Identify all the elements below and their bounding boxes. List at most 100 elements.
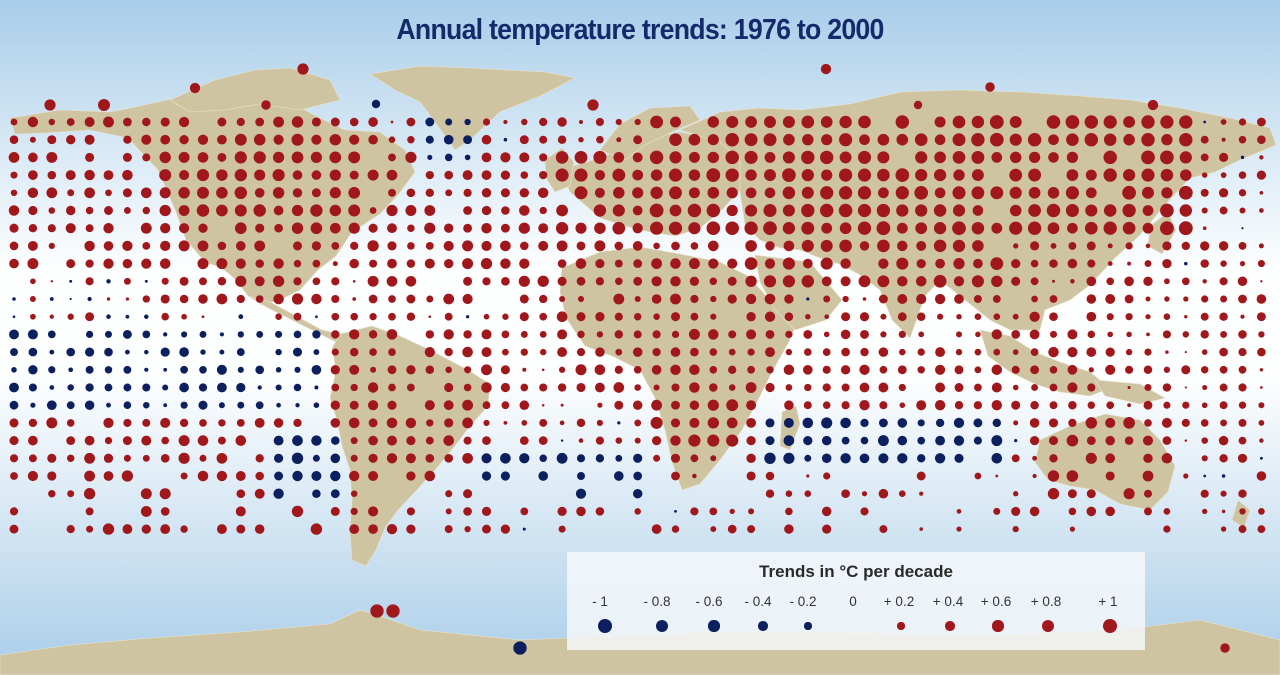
warming-dot bbox=[1012, 349, 1019, 355]
warming-dot bbox=[801, 239, 814, 252]
warming-dot bbox=[160, 453, 170, 463]
warming-dot bbox=[368, 453, 378, 463]
warming-dot bbox=[597, 402, 603, 408]
cooling-dot bbox=[12, 297, 16, 301]
warming-dot bbox=[1027, 221, 1042, 235]
warming-dot bbox=[995, 474, 999, 478]
warming-dot bbox=[1238, 294, 1247, 304]
warming-dot bbox=[539, 383, 548, 392]
warming-dot bbox=[559, 295, 566, 303]
warming-dot bbox=[1219, 312, 1228, 321]
warming-dot bbox=[651, 276, 662, 287]
warming-dot bbox=[954, 401, 964, 410]
warming-dot bbox=[1009, 151, 1022, 164]
warming-dot bbox=[103, 417, 114, 428]
warming-dot bbox=[634, 508, 641, 515]
warming-dot bbox=[142, 117, 151, 127]
warming-dot bbox=[349, 329, 360, 340]
warming-dot bbox=[521, 118, 528, 126]
warming-dot bbox=[236, 294, 245, 304]
warming-dot bbox=[1067, 222, 1078, 234]
warming-dot bbox=[272, 151, 285, 164]
warming-dot bbox=[426, 419, 434, 427]
warming-dot bbox=[352, 279, 356, 283]
warming-dot bbox=[444, 170, 454, 180]
warming-dot bbox=[576, 418, 586, 428]
warming-dot bbox=[669, 133, 682, 146]
warming-dot bbox=[1238, 189, 1247, 197]
warming-dot bbox=[764, 258, 776, 269]
warming-dot bbox=[1105, 347, 1115, 357]
warming-dot bbox=[744, 221, 758, 235]
warming-dot bbox=[445, 189, 453, 197]
warming-dot bbox=[1143, 489, 1153, 498]
warming-dot bbox=[122, 436, 132, 446]
warming-dot bbox=[444, 347, 453, 357]
warming-dot bbox=[390, 120, 394, 124]
cooling-dot bbox=[28, 347, 38, 357]
warming-dot bbox=[898, 383, 906, 392]
warming-dot bbox=[503, 421, 508, 425]
warming-dot bbox=[765, 471, 775, 481]
cooling-dot bbox=[1241, 227, 1244, 230]
warming-dot bbox=[1029, 311, 1040, 322]
warming-dot bbox=[669, 204, 682, 217]
cooling-dot bbox=[539, 454, 547, 463]
warming-dot bbox=[1219, 454, 1228, 463]
warming-dot bbox=[272, 169, 285, 182]
warming-dot bbox=[649, 203, 664, 218]
warming-dot bbox=[633, 400, 643, 410]
warming-dot bbox=[707, 399, 719, 411]
cooling-dot bbox=[1203, 120, 1207, 124]
cooling-dot bbox=[840, 453, 851, 464]
warming-dot bbox=[1201, 402, 1208, 409]
warming-dot bbox=[1065, 186, 1079, 200]
warming-dot bbox=[974, 366, 982, 374]
warming-dot bbox=[387, 435, 397, 446]
cooling-dot bbox=[445, 118, 453, 126]
warming-dot bbox=[1142, 222, 1154, 234]
warming-dot bbox=[1012, 384, 1019, 391]
warming-dot bbox=[47, 170, 57, 180]
warming-dot bbox=[85, 312, 95, 322]
warming-dot bbox=[933, 204, 947, 217]
warming-dot bbox=[991, 364, 1003, 376]
warming-dot bbox=[937, 313, 944, 320]
warming-dot bbox=[1200, 330, 1209, 339]
legend-warming-dot bbox=[1103, 619, 1117, 633]
warming-dot bbox=[614, 365, 623, 374]
warming-dot bbox=[806, 474, 810, 478]
warming-dot bbox=[1105, 471, 1115, 481]
warming-dot bbox=[650, 186, 663, 199]
warming-dot bbox=[539, 330, 547, 338]
cooling-dot bbox=[314, 385, 319, 390]
warming-dot bbox=[1163, 508, 1171, 515]
warming-dot bbox=[692, 473, 697, 479]
warming-dot bbox=[1011, 258, 1021, 269]
warming-dot bbox=[388, 312, 396, 321]
warming-dot bbox=[670, 293, 681, 305]
warming-dot bbox=[633, 312, 642, 321]
cooling-dot bbox=[106, 279, 111, 284]
warming-dot bbox=[765, 347, 775, 358]
warming-dot bbox=[369, 259, 378, 268]
warming-dot bbox=[1105, 364, 1116, 375]
warming-dot bbox=[802, 364, 813, 375]
warming-dot bbox=[822, 365, 831, 374]
warming-dot bbox=[1220, 295, 1228, 303]
cooling-dot bbox=[425, 135, 434, 144]
warming-dot bbox=[386, 604, 400, 618]
warming-dot bbox=[387, 400, 397, 410]
warming-dot bbox=[370, 604, 384, 618]
warming-dot bbox=[179, 135, 189, 145]
warming-dot bbox=[1067, 382, 1078, 393]
warming-dot bbox=[46, 187, 58, 199]
cooling-dot bbox=[973, 418, 983, 428]
warming-dot bbox=[463, 188, 472, 197]
warming-dot bbox=[369, 207, 377, 214]
warming-dot bbox=[709, 383, 718, 392]
warming-dot bbox=[234, 186, 248, 200]
warming-dot bbox=[916, 240, 927, 251]
cooling-dot bbox=[219, 332, 224, 337]
